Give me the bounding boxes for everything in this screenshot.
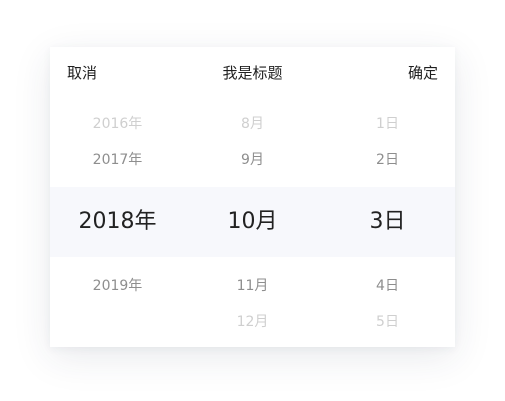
confirm-button[interactable]: 确定 <box>407 64 438 82</box>
month-column[interactable]: 8月 9月 10月 11月 12月 <box>185 47 320 347</box>
year-option[interactable]: 2017年 <box>92 152 143 168</box>
day-option[interactable]: 2日 <box>376 152 399 168</box>
year-option[interactable]: 2019年 <box>92 278 143 294</box>
day-option[interactable]: 1日 <box>376 116 399 132</box>
year-selected[interactable]: 2018年 <box>78 209 157 234</box>
month-option[interactable]: 8月 <box>241 116 264 132</box>
cancel-button[interactable]: 取消 <box>67 64 98 82</box>
day-selected[interactable]: 3日 <box>369 209 406 234</box>
picker-header: 取消 我是标题 确定 <box>50 47 455 99</box>
month-option[interactable]: 9月 <box>241 152 264 168</box>
selection-band <box>50 187 455 257</box>
day-option[interactable]: 5日 <box>376 314 399 330</box>
day-option[interactable]: 4日 <box>376 278 399 294</box>
month-option[interactable]: 12月 <box>236 314 269 330</box>
year-option[interactable]: 2016年 <box>92 116 143 132</box>
month-selected[interactable]: 10月 <box>227 209 278 234</box>
date-picker-sheet: 取消 我是标题 确定 2016年 2017年 2018年 2019年 8月 9月… <box>50 47 455 347</box>
picker-title: 我是标题 <box>222 64 283 82</box>
month-option[interactable]: 11月 <box>236 278 269 294</box>
year-column[interactable]: 2016年 2017年 2018年 2019年 <box>50 47 185 347</box>
day-column[interactable]: 1日 2日 3日 4日 5日 <box>320 47 455 347</box>
